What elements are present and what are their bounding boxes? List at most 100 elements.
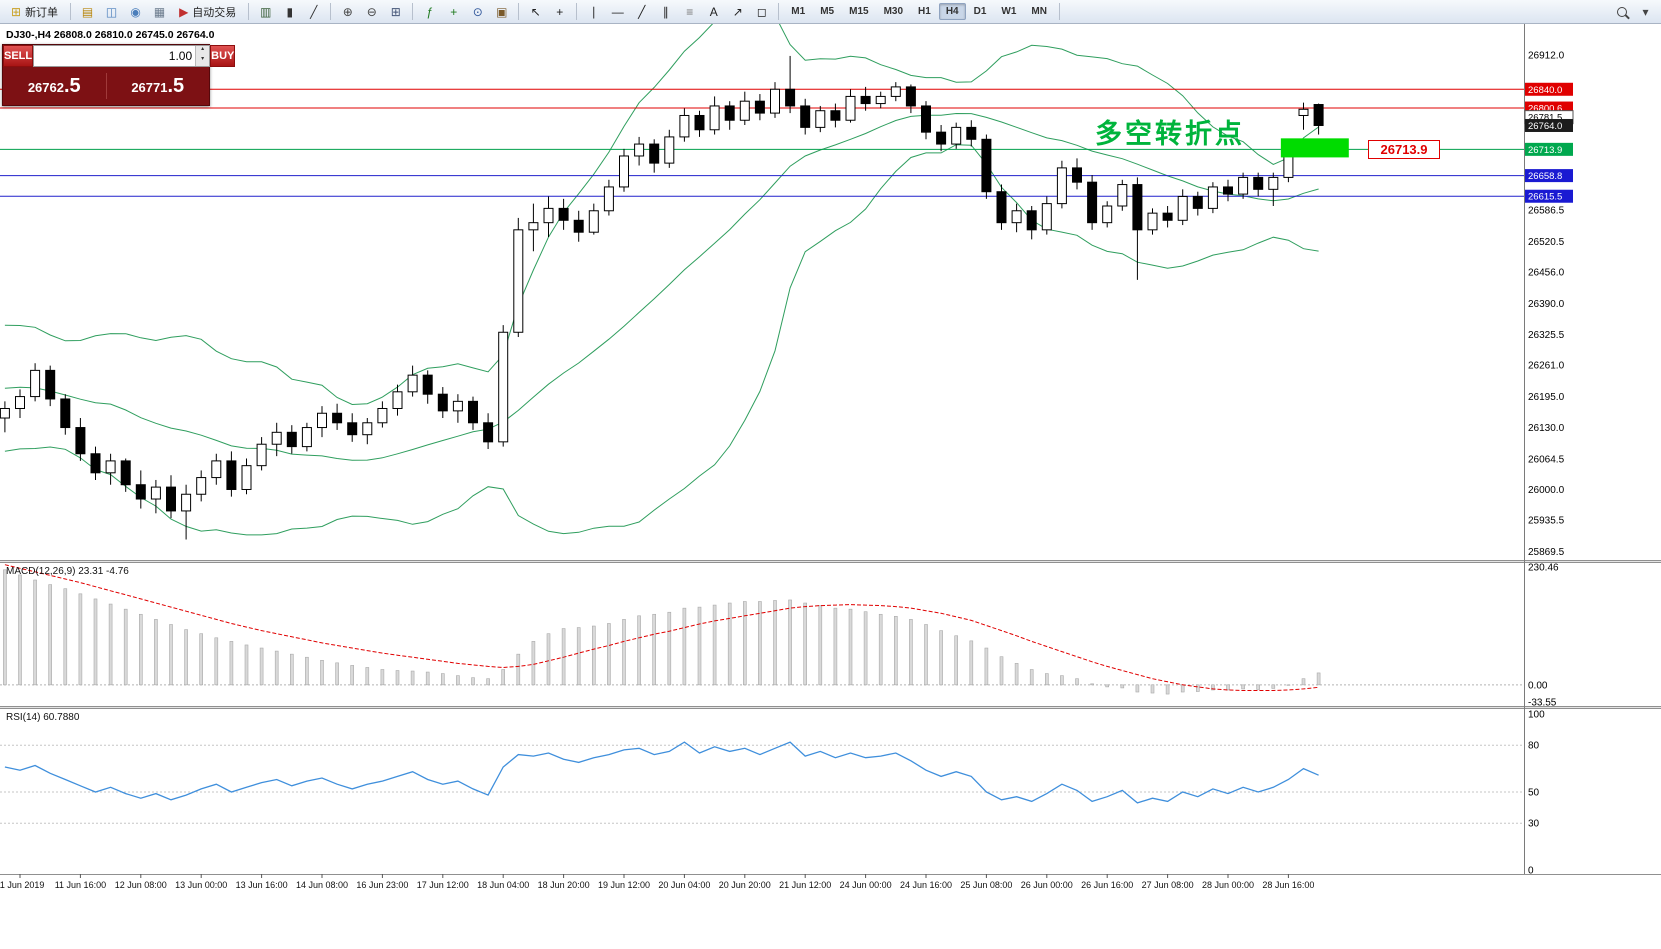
vertical-line-icon[interactable]: ∣ (590, 4, 597, 19)
toolbar-separator (1058, 3, 1060, 20)
toolbar-separator (248, 3, 250, 20)
time-label: 27 Jun 08:00 (1142, 880, 1194, 890)
navigator-icon[interactable]: ◉ (130, 4, 141, 19)
macd-signal-line (4, 564, 1319, 691)
time-label: 13 Jun 16:00 (236, 880, 288, 890)
periods-icon[interactable]: ⊙ (472, 4, 483, 19)
time-label: 28 Jun 00:00 (1202, 880, 1254, 890)
macd-axis-tick: 0.00 (1528, 680, 1548, 691)
trade-prices-row: 26762.5 26771.5 (3, 67, 209, 105)
time-label: 17 Jun 12:00 (417, 880, 469, 890)
price-tag (1525, 82, 1573, 96)
time-label: 24 Jun 16:00 (900, 880, 952, 890)
price-tick: 26000.0 (1528, 485, 1565, 496)
volume-down-button[interactable]: ▾ (196, 56, 210, 66)
chart-line-icon[interactable]: ╱ (310, 4, 318, 19)
timeframe-m15-button[interactable]: M15 (849, 6, 869, 17)
sell-price: 26762.5 (27, 74, 81, 97)
indicators-icon[interactable]: ƒ (426, 4, 434, 19)
price-tick: 26325.5 (1528, 330, 1565, 341)
macd-pane: 230.46 0.00 -33.55 (0, 563, 1559, 709)
trade-controls-row: SELL ▴ ▾ BUY (3, 45, 236, 67)
price-tick: 26130.0 (1528, 423, 1565, 434)
timeframe-h4-button[interactable]: H4 (938, 3, 966, 20)
crosshair-icon[interactable]: + (556, 4, 564, 19)
price-tag (1525, 118, 1573, 132)
trendline-icon[interactable]: ╱ (638, 4, 646, 19)
price-axis[interactable]: 26912.0 26586.5 26520.5 26456.0 26390.0 26325… (1524, 50, 1574, 558)
timeframe-mn-button[interactable]: MN (1031, 6, 1047, 17)
timeframe-m30-button[interactable]: M30 (883, 6, 904, 17)
volume-field[interactable]: ▴ ▾ (33, 45, 211, 67)
auto-trading-button-label: 自动交易 (192, 6, 237, 19)
text-icon[interactable]: A (709, 4, 718, 19)
price-tag-label: 26658.8 (1528, 171, 1562, 182)
pane-splitters[interactable] (0, 24, 1661, 875)
volume-spinner[interactable]: ▴ ▾ (195, 46, 210, 66)
time-label: 13 Jun 00:00 (175, 880, 227, 890)
search-icon[interactable] (1610, 1, 1633, 22)
tile-windows-icon[interactable]: ⊞ (390, 4, 401, 19)
chart-bars-icon[interactable]: ▥ (260, 4, 272, 19)
rsi-line (4, 741, 1319, 804)
price-tag-label: 26764.0 (1528, 121, 1562, 132)
rsi-axis-tick: 80 (1528, 741, 1540, 752)
time-label: 16 Jun 23:00 (356, 880, 408, 890)
buy-button[interactable]: BUY (210, 45, 236, 67)
timeframe-d1-button[interactable]: D1 (973, 6, 987, 17)
channel-icon[interactable]: ∥ (662, 4, 669, 19)
cursor-icon[interactable]: ↖ (530, 4, 541, 19)
new-order-button-label: 新订单 (25, 6, 59, 19)
turning-point-annotation: 多空转折点 (1095, 119, 1245, 149)
templates-icon[interactable]: ▣ (496, 4, 508, 19)
rsi-label: RSI(14) 60.7880 (6, 712, 80, 723)
toolbar-separator (330, 3, 332, 20)
volume-input[interactable] (34, 46, 196, 66)
price-tick: 26912.0 (1528, 50, 1565, 61)
price-callout[interactable]: 26713.9 (1368, 140, 1440, 159)
data-window-icon[interactable]: ◫ (105, 4, 118, 19)
time-axis[interactable]: 11 Jun 2019 11 Jun 16:00 12 Jun 08:00 13 Ju… (0, 874, 1314, 890)
toolbar-separator (778, 3, 780, 20)
fibonacci-icon[interactable]: ≡ (686, 4, 694, 19)
new-order-icon: ⊞ (11, 4, 22, 19)
arrows-icon[interactable]: ↗ (732, 4, 743, 19)
price-tag (1525, 142, 1573, 156)
price-tag (1525, 189, 1573, 203)
terminal-icon[interactable]: ▦ (153, 4, 166, 19)
time-label: 26 Jun 00:00 (1021, 880, 1073, 890)
zoom-out-icon[interactable]: ⊖ (366, 4, 377, 19)
time-label: 12 Jun 08:00 (115, 880, 167, 890)
zoom-in-icon[interactable]: ⊕ (342, 4, 353, 19)
highlight-rectangle[interactable] (1280, 138, 1349, 158)
timeframe-w1-button[interactable]: W1 (1001, 6, 1017, 17)
time-label: 18 Jun 04:00 (477, 880, 529, 890)
macd-axis-tick: -33.55 (1528, 698, 1557, 709)
price-tick: 26390.0 (1528, 299, 1565, 310)
toolbar-separator (70, 3, 72, 20)
timeframe-h1-button[interactable]: H1 (918, 6, 931, 17)
timeframe-m1-button[interactable]: M1 (791, 6, 806, 17)
toolbar: ⊞ 新订单 ▤ ◫ ◉ ▦ ▶ 自动交易 ▥ ▮ ╱ ⊕ ⊖ ⊞ ƒ + ⊙ ▣ ↖ + ∣ ― ╱ ∥ ≡ A ↗ ◻ M1 M5 M15… (0, 0, 1661, 24)
sell-button[interactable]: SELL (3, 45, 34, 67)
chart-title: DJ30-,H4 26808.0 26810.0 26745.0 26764.0 (6, 29, 215, 41)
price-tick: 26195.0 (1528, 392, 1565, 403)
chart-area[interactable]: 26912.0 26586.5 26520.5 26456.0 26390.0 26325… (0, 24, 1661, 949)
macd-label: MACD(12,26,9) 23.31 -4.76 (6, 566, 129, 577)
new-order-button[interactable]: ⊞ 新订单 (4, 1, 65, 23)
chart-candles-icon[interactable]: ▮ (286, 4, 294, 19)
rsi-axis-tick: 0 (1528, 866, 1534, 877)
time-label: 21 Jun 12:00 (779, 880, 831, 890)
time-label: 11 Jun 2019 (0, 880, 44, 890)
toolbar-options-icon[interactable]: ▾ (1642, 4, 1649, 19)
market-watch-icon[interactable]: ▤ (81, 4, 94, 19)
toolbar-separator (518, 3, 520, 20)
shapes-icon[interactable]: ◻ (756, 4, 767, 19)
timeframe-m5-button[interactable]: M5 (820, 6, 835, 17)
auto-trading-button[interactable]: ▶ 自动交易 (172, 1, 243, 23)
horizontal-line-icon[interactable]: ― (611, 4, 624, 19)
volume-up-button[interactable]: ▴ (196, 46, 210, 56)
add-indicator-icon[interactable]: + (450, 4, 458, 19)
price-tick: 26064.5 (1528, 454, 1565, 465)
